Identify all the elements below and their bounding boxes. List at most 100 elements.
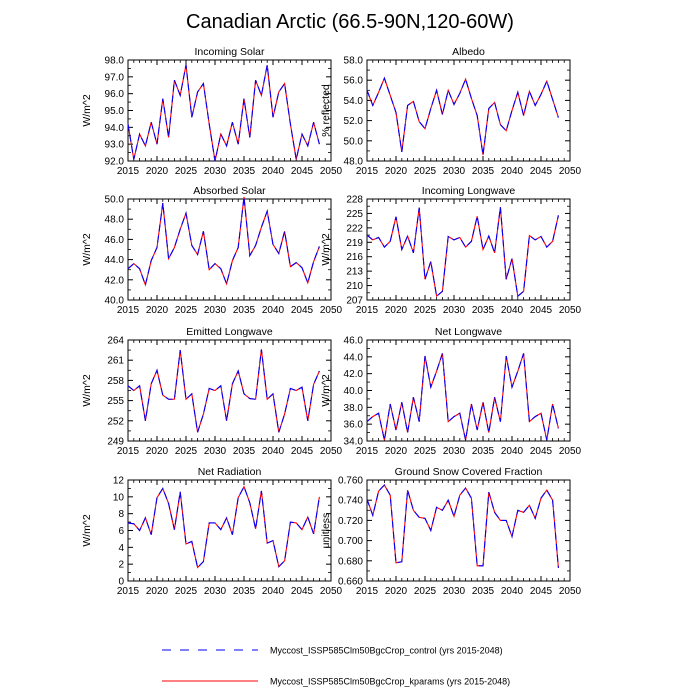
x-tick-label: 2040: [262, 586, 285, 597]
series-line-control: [366, 484, 559, 568]
y-tick-label: 42.0: [344, 369, 364, 380]
series-line-kparams: [366, 76, 559, 156]
y-tick-label: 36.0: [344, 420, 364, 431]
x-tick-label: 2035: [472, 586, 495, 597]
y-tick-label: 97.0: [105, 72, 125, 83]
y-tick-label: 44.0: [344, 352, 364, 363]
x-tick-label: 2025: [175, 166, 198, 177]
series-line-kparams: [366, 207, 559, 298]
panel-net-longwave: Net Longwave 34.0 36.0 38.0 40.0 42.0 44.0 46.0…: [320, 326, 582, 457]
x-tick-label: 2020: [385, 586, 408, 597]
y-tick-label: 6: [118, 526, 124, 537]
x-tick-label: 2025: [175, 586, 198, 597]
y-tick-label: 2: [118, 560, 124, 571]
y-tick-label: 34.0: [344, 437, 364, 448]
y-tick-label: 92.0: [105, 157, 125, 168]
x-tick-label: 2025: [414, 166, 437, 177]
panel-title: Emitted Longwave: [186, 326, 273, 338]
series-line-control: [127, 485, 320, 569]
x-tick-label: 2020: [146, 305, 169, 316]
x-tick-label: 2050: [320, 166, 343, 177]
y-tick-label: 0: [118, 577, 124, 588]
legend-entry-control: Myccost_ISSP585Clm50BgcCrop_control (yrs…: [162, 646, 503, 656]
x-tick-label: 2025: [175, 446, 198, 457]
y-tick-label: 252: [107, 416, 124, 427]
x-tick-label: 2030: [443, 446, 466, 457]
x-tick-label: 2045: [291, 305, 314, 316]
y-tick-label: 222: [346, 223, 363, 234]
x-tick-label: 2035: [472, 446, 495, 457]
legend-label: Myccost_ISSP585Clm50BgcCrop_kparams (yrs…: [270, 677, 510, 687]
x-tick-label: 2020: [146, 586, 169, 597]
y-tick-label: 98.0: [105, 56, 125, 67]
panel-title: Ground Snow Covered Fraction: [395, 466, 543, 478]
x-tick-label: 2015: [356, 446, 379, 457]
y-tick-label: 219: [346, 238, 363, 249]
y-tick-label: 4: [118, 543, 124, 554]
x-tick-label: 2045: [291, 166, 314, 177]
legend: Myccost_ISSP585Clm50BgcCrop_control (yrs…: [162, 646, 510, 687]
x-tick-label: 2035: [472, 305, 495, 316]
x-tick-label: 2040: [501, 586, 524, 597]
y-tick-label: 46.0: [344, 336, 364, 347]
y-tick-label: 58.0: [344, 56, 364, 67]
x-tick-label: 2050: [559, 586, 582, 597]
x-tick-label: 2040: [501, 305, 524, 316]
y-axis-label: W/m^2: [320, 233, 332, 266]
y-tick-label: 0.720: [338, 516, 363, 527]
y-tick-label: 56.0: [344, 76, 364, 87]
y-tick-label: 93.0: [105, 140, 125, 151]
series-line-control: [366, 353, 559, 441]
y-tick-label: 94.0: [105, 123, 125, 134]
y-tick-label: 96.0: [105, 89, 125, 100]
x-tick-label: 2015: [117, 586, 140, 597]
x-tick-label: 2035: [472, 166, 495, 177]
y-tick-label: 48.0: [344, 157, 364, 168]
y-tick-label: 228: [346, 195, 363, 206]
y-tick-label: 0.660: [338, 577, 363, 588]
x-tick-label: 2025: [414, 446, 437, 457]
y-tick-label: 95.0: [105, 106, 125, 117]
panel-title: Albedo: [452, 46, 485, 58]
x-tick-label: 2045: [291, 586, 314, 597]
x-tick-label: 2050: [559, 446, 582, 457]
x-tick-label: 2035: [233, 305, 256, 316]
x-tick-label: 2040: [501, 166, 524, 177]
y-tick-label: 38.0: [344, 403, 364, 414]
series-line-control: [127, 196, 320, 287]
y-tick-label: 210: [346, 281, 363, 292]
plot-frame: [127, 59, 332, 162]
x-tick-label: 2030: [204, 446, 227, 457]
x-tick-label: 2025: [175, 305, 198, 316]
plot-frame: [127, 339, 332, 442]
panel-ground-snow-covered-fraction: Ground Snow Covered Fraction 0.660 0.680 0.…: [320, 466, 582, 597]
y-tick-label: 255: [107, 396, 124, 407]
x-tick-label: 2020: [385, 166, 408, 177]
y-axis-label: W/m^2: [81, 94, 93, 127]
y-tick-label: 0.680: [338, 556, 363, 567]
legend-label: Myccost_ISSP585Clm50BgcCrop_control (yrs…: [270, 646, 503, 656]
legend-entry-kparams: Myccost_ISSP585Clm50BgcCrop_kparams (yrs…: [162, 677, 510, 687]
y-tick-label: 0.740: [338, 496, 363, 507]
y-tick-label: 258: [107, 376, 124, 387]
series-line-control: [127, 64, 320, 162]
x-tick-label: 2035: [233, 586, 256, 597]
y-tick-label: 0.760: [338, 476, 363, 487]
x-tick-label: 2030: [443, 166, 466, 177]
x-tick-label: 2035: [233, 446, 256, 457]
x-tick-label: 2020: [385, 446, 408, 457]
plot-frame: [366, 339, 571, 442]
panel-grid: Incoming Solar 92.0 93.0 94.0 95.0 96.0 97.0 98…: [81, 46, 582, 597]
y-tick-label: 46.0: [105, 235, 125, 246]
x-tick-label: 2030: [204, 166, 227, 177]
y-tick-label: 50.0: [105, 195, 125, 206]
x-tick-label: 2045: [530, 166, 553, 177]
y-tick-label: 213: [346, 267, 363, 278]
x-tick-label: 2025: [414, 586, 437, 597]
panel-albedo: Albedo 48.0 50.0 52.0 54.0 56.0 58.0 2015 2020 20…: [320, 46, 582, 177]
panel-title: Absorbed Solar: [193, 185, 266, 197]
y-tick-label: 264: [107, 336, 124, 347]
y-axis-label: unitless: [320, 513, 332, 549]
panel-title: Incoming Longwave: [422, 185, 516, 197]
panel-title: Incoming Solar: [194, 46, 265, 58]
